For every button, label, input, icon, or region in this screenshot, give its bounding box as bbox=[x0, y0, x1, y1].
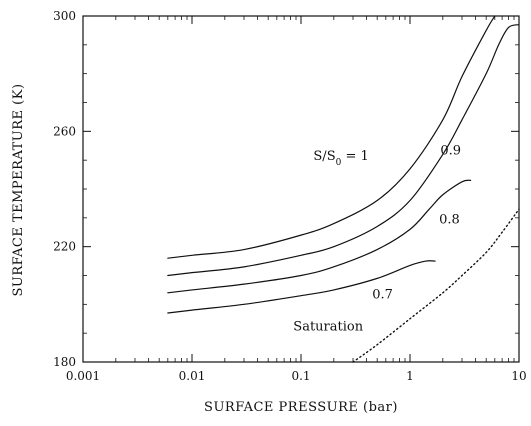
y-axis-label: SURFACE TEMPERATURE (K) bbox=[11, 83, 26, 296]
curve-label-0: S/S0 = 1 bbox=[313, 149, 368, 168]
x-tick-label: 1 bbox=[406, 369, 414, 383]
x-tick-label: 0.001 bbox=[66, 369, 100, 383]
curve-label-3: 0.7 bbox=[372, 288, 393, 303]
y-tick-label: 220 bbox=[53, 240, 76, 254]
series-line-2 bbox=[167, 179, 472, 294]
series-line-4 bbox=[352, 208, 520, 363]
x-tick-label: 10 bbox=[511, 369, 526, 383]
y-tick-label: 180 bbox=[53, 355, 76, 369]
curve-label-2: 0.8 bbox=[439, 213, 460, 228]
series-line-3 bbox=[167, 260, 436, 314]
curve-label-4: Saturation bbox=[293, 319, 363, 334]
series-line-0 bbox=[167, 15, 496, 259]
plot-border bbox=[82, 15, 520, 363]
series-layer bbox=[167, 15, 520, 363]
plot-frame bbox=[82, 15, 520, 363]
curve-label-1: 0.9 bbox=[440, 143, 461, 158]
x-tick-label: 0.01 bbox=[179, 369, 206, 383]
x-tick-label: 0.1 bbox=[291, 369, 310, 383]
x-axis-label: SURFACE PRESSURE (bar) bbox=[204, 400, 398, 415]
axis-ticks: 0.001 0.01 0.1 1 10 180 220 260 300 bbox=[53, 9, 527, 383]
series-line-1 bbox=[167, 24, 520, 277]
y-tick-label: 260 bbox=[53, 124, 76, 138]
annotations: S/S0 = 1 0.9 0.8 0.7 Saturation bbox=[293, 143, 461, 334]
y-tick-label: 300 bbox=[53, 9, 76, 23]
